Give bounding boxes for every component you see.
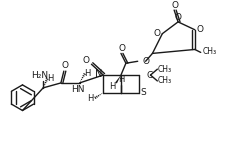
Polygon shape [115,75,121,84]
Text: CH₃: CH₃ [203,47,217,56]
Text: O: O [61,61,68,70]
Text: O: O [175,13,182,22]
Text: O: O [196,25,203,34]
Text: H: H [84,69,91,78]
Text: N: N [95,69,102,79]
Text: CH₃: CH₃ [157,65,172,74]
Text: C: C [146,70,153,80]
Text: O: O [154,29,161,38]
Text: O: O [83,56,90,65]
Text: H: H [109,82,115,91]
Text: H₂N: H₂N [31,70,48,80]
Text: CH₃: CH₃ [157,77,172,86]
Text: O: O [143,57,150,66]
Text: H: H [47,74,53,83]
Text: O: O [172,1,179,10]
Text: H: H [87,94,94,103]
Text: H: H [118,76,124,85]
Text: HN: HN [71,85,84,94]
Text: S: S [141,88,146,97]
Text: O: O [118,44,125,53]
